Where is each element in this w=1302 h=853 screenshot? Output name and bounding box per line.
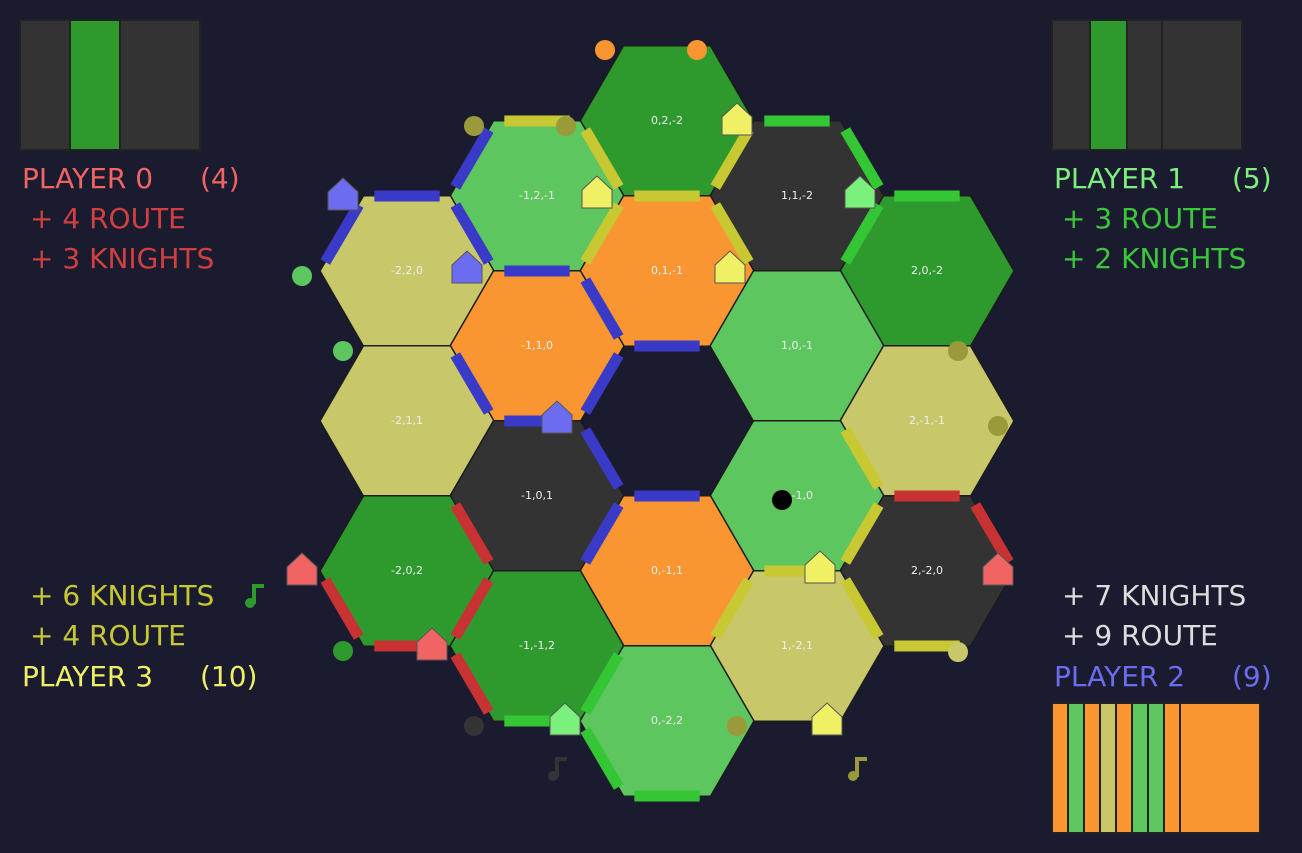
- road: [710, 202, 754, 265]
- music-icon: [548, 757, 567, 781]
- road: [450, 502, 494, 565]
- player-stat: + 6 KNIGHTS: [30, 579, 214, 612]
- vertex-marker: [333, 641, 353, 661]
- settlement: [982, 552, 1014, 586]
- settlement: [721, 102, 753, 136]
- player-stat: + 3 ROUTE: [1062, 202, 1218, 235]
- road: [450, 352, 494, 415]
- hex-label: -1,-1,2: [519, 639, 555, 652]
- settlement: [581, 175, 613, 209]
- hex-label: 0,1,-1: [651, 264, 683, 277]
- player-score: (4): [200, 162, 240, 195]
- settlement: [844, 175, 876, 209]
- hex-label: -1,0,1: [521, 489, 553, 502]
- player-name: PLAYER 2: [1054, 660, 1185, 693]
- road: [450, 127, 494, 190]
- settlement: [451, 250, 483, 284]
- player-name: PLAYER 0: [22, 162, 153, 195]
- vertex-marker: [556, 116, 576, 136]
- vertex-marker: [292, 266, 312, 286]
- player-stat: + 4 ROUTE: [30, 202, 186, 235]
- road: [580, 352, 624, 415]
- player-name: PLAYER 3: [22, 660, 153, 693]
- music-icon: [848, 757, 867, 781]
- road: [840, 427, 884, 490]
- player-name: PLAYER 1: [1054, 162, 1185, 195]
- player-stat: + 7 KNIGHTS: [1062, 579, 1246, 612]
- hex-label: 2,-1,-1: [909, 414, 945, 427]
- road: [320, 577, 364, 640]
- vertex-marker: [687, 40, 707, 60]
- hex-label: 0,2,-2: [651, 114, 683, 127]
- vertex-marker: [948, 341, 968, 361]
- player-score: (10): [200, 660, 257, 693]
- player-stat: + 3 KNIGHTS: [30, 242, 214, 275]
- settlement: [541, 400, 573, 434]
- road: [840, 202, 884, 265]
- road: [840, 577, 884, 640]
- road: [580, 202, 624, 265]
- settlement: [327, 177, 359, 211]
- road: [450, 202, 494, 265]
- player-score: (9): [1232, 660, 1272, 693]
- vertex-marker: [333, 341, 353, 361]
- road: [580, 727, 624, 790]
- road: [580, 652, 624, 715]
- hex-label: 1,0,-1: [781, 339, 813, 352]
- road: [580, 127, 624, 190]
- road: [840, 127, 884, 190]
- hex-label: -1,1,0: [521, 339, 553, 352]
- settlement: [811, 702, 843, 736]
- player-2-cards: [1051, 702, 1261, 834]
- road: [840, 502, 884, 565]
- hex-layer: 0,2,-2 -1,2,-1 1,1,-2 -2,2,0 0,1,-1 2,0,-2 -1,…: [319, 44, 1015, 798]
- settlement: [416, 627, 448, 661]
- settlement: [549, 702, 581, 736]
- hex-label: 0,-2,2: [651, 714, 683, 727]
- piece-layer: [286, 40, 1014, 736]
- vertex-marker: [988, 416, 1008, 436]
- vertex-marker: [595, 40, 615, 60]
- settlement: [714, 250, 746, 284]
- hex-label: 0,-1,1: [651, 564, 683, 577]
- road: [970, 502, 1014, 565]
- road: [320, 202, 364, 265]
- vertex-marker: [727, 716, 747, 736]
- settlement: [804, 550, 836, 584]
- vertex-marker: [858, 642, 878, 662]
- hex-label: -2,1,1: [391, 414, 423, 427]
- road: [450, 577, 494, 640]
- vertex-marker: [464, 116, 484, 136]
- player-1-cards: [1051, 19, 1243, 151]
- player-0-cards: [19, 19, 201, 151]
- road: [450, 652, 494, 715]
- player-score: (5): [1232, 162, 1272, 195]
- hex-label: -2,2,0: [391, 264, 423, 277]
- hex-label: 1,-2,1: [781, 639, 813, 652]
- hex-label: 2,-2,0: [911, 564, 943, 577]
- road: [580, 427, 624, 490]
- hex-label: 1,1,-2: [781, 189, 813, 202]
- hex-label: -2,0,2: [391, 564, 423, 577]
- road: [710, 127, 754, 190]
- road: [710, 577, 754, 640]
- road: [580, 502, 624, 565]
- hex-label: -1,2,-1: [519, 189, 555, 202]
- player-stat: + 9 ROUTE: [1062, 619, 1218, 652]
- road: [580, 277, 624, 340]
- music-icon: [245, 584, 264, 608]
- vertex-marker: [948, 642, 968, 662]
- player-stat: + 2 KNIGHTS: [1062, 242, 1246, 275]
- hex-label: 2,0,-2: [911, 264, 943, 277]
- player-stat: + 4 ROUTE: [30, 619, 186, 652]
- vertex-marker: [464, 716, 484, 736]
- settlement: [286, 552, 318, 586]
- vertex-marker: [772, 490, 792, 510]
- road-layer: [320, 115, 1014, 802]
